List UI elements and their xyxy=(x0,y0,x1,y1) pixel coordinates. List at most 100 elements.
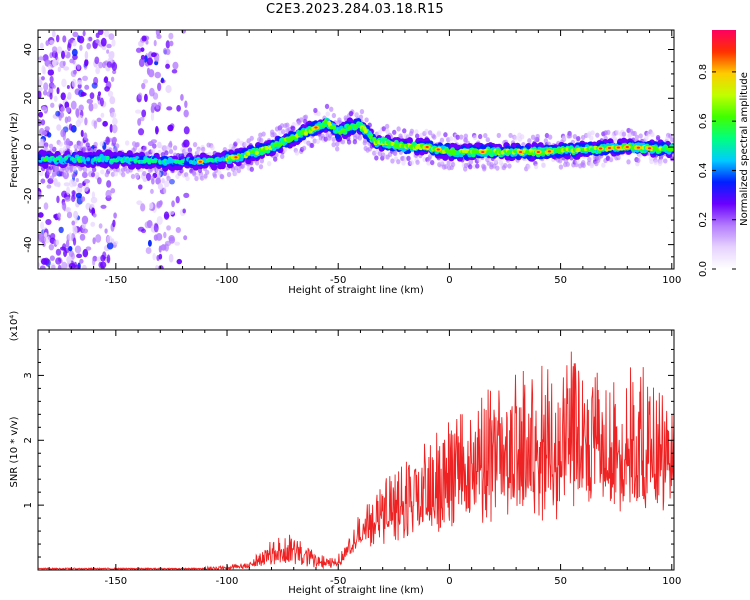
y-tick-label: 3 xyxy=(23,372,34,378)
spectrogram-cell xyxy=(99,141,104,147)
spectrogram-cell xyxy=(158,265,164,269)
spectrogram-cell xyxy=(49,39,55,45)
spectrogram-cell xyxy=(377,130,382,136)
spectrogram-cell xyxy=(249,166,255,172)
spectrogram-cell xyxy=(508,132,513,139)
spectrogram-cell xyxy=(135,47,142,53)
spectrogram-cell xyxy=(78,141,84,147)
x-tick-label: 0 xyxy=(446,275,452,286)
spectrogram-cell xyxy=(157,82,162,92)
spectrogram-cell xyxy=(468,164,473,170)
spectrogram-cell xyxy=(51,84,56,89)
spectrogram-cell xyxy=(56,46,63,54)
spectrogram-cell xyxy=(140,54,146,60)
spectrogram-cell xyxy=(313,107,318,114)
spectrogram-cell xyxy=(47,69,55,76)
spectrogram-cell xyxy=(75,177,79,183)
spectrogram-cell xyxy=(49,255,55,261)
spectrogram-cell xyxy=(68,262,76,269)
spectrogram-cell xyxy=(44,126,50,132)
y-tick-label: -40 xyxy=(23,236,34,252)
spectrogram-cell xyxy=(392,129,397,135)
snr-x-axis-label: Height of straight line (km) xyxy=(288,585,424,596)
snr-y-axis-label: SNR (10 * v/v) xyxy=(9,416,20,487)
spectrogram-cell xyxy=(86,42,91,50)
spectrogram-cell xyxy=(644,135,649,141)
spectrogram-cell xyxy=(572,133,578,140)
spectrogram-cell xyxy=(396,126,401,132)
spectrogram-cell xyxy=(669,147,674,152)
spectrogram-cell xyxy=(653,159,658,165)
spectrogram-cell xyxy=(150,112,155,121)
spectrogram-cell xyxy=(70,252,75,260)
spectrogram-cell xyxy=(589,135,594,141)
spectrogram-cell xyxy=(226,171,232,178)
spectrogram-cell xyxy=(95,172,100,178)
spectrogram-cell xyxy=(66,85,70,90)
spectrogram-cell xyxy=(64,247,70,254)
spectrogram-cell xyxy=(95,32,100,39)
spectrogram-cell xyxy=(501,165,507,171)
spectrogram-cell xyxy=(42,90,48,96)
spectrogram-cell xyxy=(111,141,116,147)
spectrogram-cell xyxy=(75,192,83,199)
x-tick-label: 100 xyxy=(662,576,681,587)
spectrogram-cell xyxy=(81,215,89,225)
colorbar-label: Normalized spectral amplitude xyxy=(739,72,750,226)
spectrogram-cell xyxy=(496,132,502,139)
spectrogram-cell xyxy=(166,225,171,231)
spectrogram-cell xyxy=(194,175,199,182)
spectrogram-cell xyxy=(153,223,159,233)
spectrogram-cell xyxy=(354,111,359,117)
spectrogram-cell xyxy=(38,212,44,218)
spectrogram-cell xyxy=(66,211,73,219)
spectrogram-cell xyxy=(97,91,102,96)
spectrogram-cell xyxy=(64,155,69,160)
spectrogram-cell xyxy=(106,43,112,49)
spectrogram-cell xyxy=(56,195,60,204)
spectrogram-cell xyxy=(134,173,140,179)
spectrogram-cell xyxy=(64,116,69,124)
spectrogram-cell xyxy=(106,242,114,250)
spectrogram-cell xyxy=(561,135,567,141)
spectrogram-cell xyxy=(536,150,540,153)
spectrogram-cell xyxy=(91,167,97,173)
spectrogram-cell xyxy=(66,255,72,264)
spectrogram-cell xyxy=(86,157,91,162)
spectrogram-cell xyxy=(258,164,264,170)
spectrogram-cell xyxy=(60,92,66,101)
spectrogram-cell xyxy=(110,76,115,82)
spectrogram-cell xyxy=(76,253,83,259)
spectrogram-cell xyxy=(638,133,643,139)
spectrogram-cell xyxy=(151,102,158,108)
spectrogram-cell xyxy=(79,44,83,51)
spectrogram-cell xyxy=(72,158,77,163)
spectrogram-cell xyxy=(409,128,415,134)
spectrogram-cell xyxy=(650,131,655,138)
spectrogram-cell xyxy=(401,160,406,166)
spectrogram-cell xyxy=(99,97,104,107)
spectrogram-cell xyxy=(472,134,478,141)
spectrogram-cell xyxy=(184,147,189,153)
spectrogram-cell xyxy=(105,189,112,199)
spectrogram-cell xyxy=(150,175,155,181)
spectrogram-cell xyxy=(40,178,46,184)
colorbar-ticks: 0.0 0.2 0.4 0.6 0.8 xyxy=(698,64,736,277)
spectrogram-cell xyxy=(38,141,43,148)
spectrogram-cell xyxy=(59,147,64,153)
spectrogram-cell xyxy=(135,109,142,114)
x-tick-label: 100 xyxy=(662,275,681,286)
spectrogram-cell xyxy=(191,170,197,176)
spectrogram-cell xyxy=(146,57,153,66)
spectrogram-cell xyxy=(145,247,152,255)
spectrogram-cell xyxy=(427,130,433,136)
spectrogram-cell xyxy=(659,158,664,164)
spectrogram-cell xyxy=(51,46,58,53)
spectrogram-cell xyxy=(112,240,119,246)
spectrogram-cell xyxy=(607,147,612,150)
spectrogram-cell xyxy=(98,223,103,229)
spectrogram-cell xyxy=(141,228,147,234)
spectrogram-cell xyxy=(163,211,170,220)
spectrogram-cell xyxy=(148,202,154,210)
spectrogram-cell xyxy=(154,71,161,79)
